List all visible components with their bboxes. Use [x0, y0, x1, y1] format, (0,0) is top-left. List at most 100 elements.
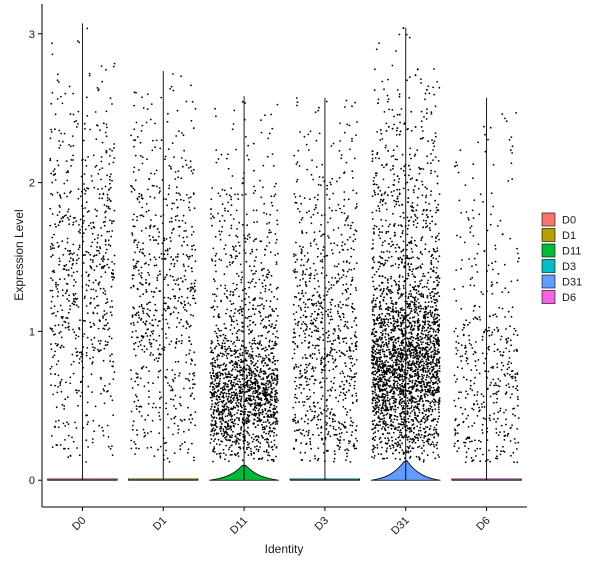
data-point	[234, 363, 237, 366]
data-point	[340, 432, 343, 434]
data-point	[191, 172, 194, 175]
data-point	[230, 407, 233, 410]
data-point	[165, 407, 168, 410]
data-point	[133, 441, 136, 443]
data-point	[193, 297, 196, 300]
data-point	[215, 115, 217, 118]
data-point	[180, 198, 182, 201]
data-point	[295, 385, 298, 387]
data-point	[153, 225, 156, 227]
data-point	[345, 219, 347, 222]
data-point	[238, 434, 241, 437]
data-point	[261, 319, 263, 322]
data-point	[111, 149, 113, 152]
data-point	[350, 283, 352, 286]
data-point	[350, 224, 352, 227]
data-point	[210, 438, 213, 440]
data-point	[249, 282, 252, 284]
data-point	[104, 240, 107, 243]
data-point	[221, 408, 224, 411]
data-point	[217, 404, 220, 407]
data-point	[297, 322, 299, 324]
data-point	[346, 239, 349, 241]
data-point	[60, 390, 63, 393]
data-point	[177, 206, 179, 209]
data-point	[142, 336, 144, 339]
data-point	[109, 355, 111, 357]
data-point	[376, 375, 379, 378]
data-point	[229, 329, 232, 331]
data-point	[218, 258, 221, 261]
data-point	[167, 382, 169, 384]
data-point	[63, 408, 65, 410]
data-point	[174, 283, 177, 285]
data-point	[82, 254, 85, 257]
data-point	[295, 422, 297, 424]
data-point	[244, 241, 247, 243]
data-point	[190, 363, 192, 365]
data-point	[148, 253, 151, 256]
data-point	[350, 255, 353, 258]
data-point	[317, 401, 319, 404]
data-point	[306, 410, 309, 412]
data-point	[92, 312, 95, 315]
data-point	[332, 340, 335, 342]
data-point	[273, 344, 275, 347]
data-point	[210, 351, 213, 354]
data-point	[406, 369, 409, 372]
data-point	[103, 347, 106, 350]
data-point	[272, 421, 275, 424]
data-point	[188, 258, 190, 260]
data-point	[311, 357, 314, 359]
data-point	[386, 457, 388, 460]
data-point	[60, 95, 62, 98]
data-point	[318, 302, 321, 305]
data-point	[153, 290, 156, 293]
data-point	[90, 339, 93, 341]
data-point	[220, 425, 223, 428]
data-point	[190, 288, 193, 291]
data-point	[259, 405, 262, 408]
data-point	[186, 287, 189, 290]
data-point	[436, 267, 438, 269]
data-point	[133, 213, 135, 216]
data-point	[222, 428, 225, 431]
data-point	[178, 130, 180, 133]
data-point	[85, 201, 88, 204]
data-point	[57, 164, 60, 167]
data-point	[72, 303, 75, 306]
data-point	[305, 211, 308, 214]
data-point	[255, 355, 258, 357]
data-point	[55, 406, 58, 409]
data-point	[167, 193, 170, 196]
data-point	[136, 246, 139, 249]
data-point	[354, 375, 356, 378]
data-point	[316, 415, 319, 418]
data-point	[90, 227, 93, 230]
data-point	[233, 341, 236, 344]
data-point	[295, 311, 298, 313]
data-point	[337, 334, 340, 337]
data-point	[85, 283, 88, 286]
data-point	[236, 228, 239, 230]
data-point	[66, 170, 69, 172]
data-point	[132, 321, 135, 324]
data-point	[217, 316, 220, 319]
data-point	[416, 312, 419, 315]
data-point	[163, 302, 166, 305]
data-point	[399, 215, 402, 218]
data-point	[143, 385, 146, 388]
data-point	[85, 189, 87, 192]
data-point	[436, 382, 439, 385]
data-point	[310, 319, 313, 322]
data-point	[387, 225, 390, 228]
data-point	[274, 417, 277, 420]
data-point	[214, 235, 217, 238]
data-point	[210, 342, 213, 345]
data-point	[338, 277, 341, 280]
data-point	[327, 308, 330, 311]
data-point	[346, 321, 349, 323]
data-point	[209, 396, 212, 399]
data-point	[343, 383, 345, 386]
data-point	[331, 276, 334, 279]
